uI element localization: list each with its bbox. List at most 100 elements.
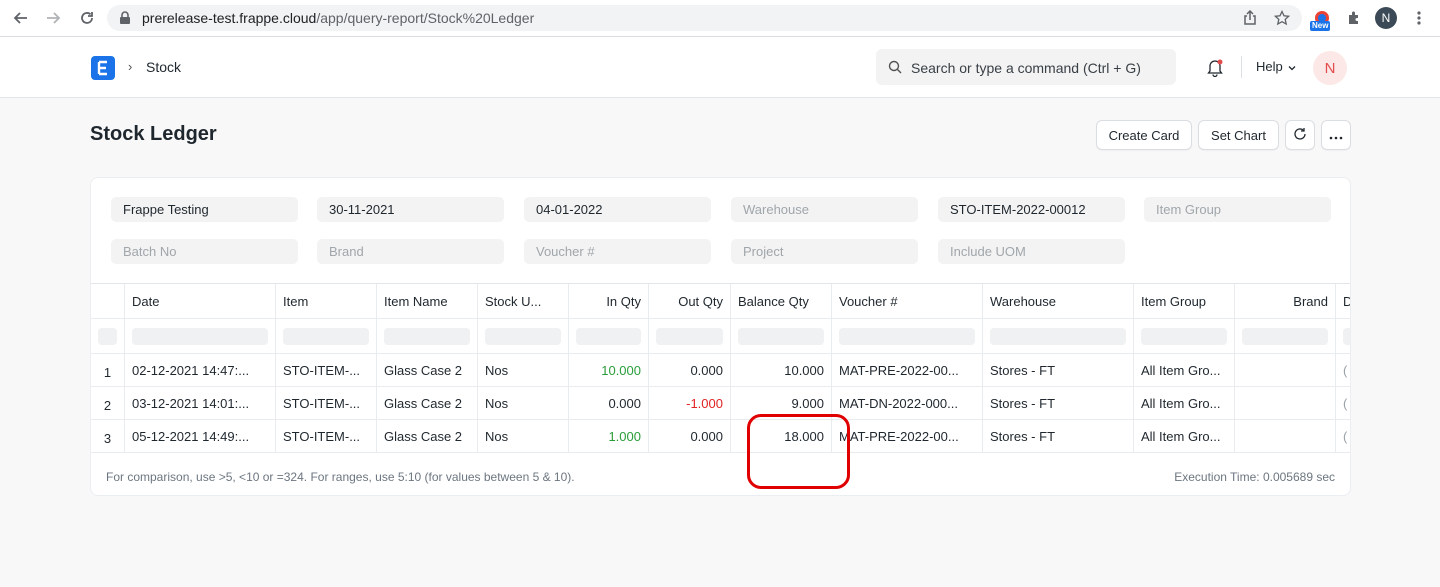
cell-date[interactable]: 02-12-2021 14:47:... — [125, 354, 276, 386]
filter-project[interactable]: Project — [731, 239, 918, 264]
filter-include-uom[interactable]: Include UOM — [938, 239, 1125, 264]
cell-warehouse[interactable]: Stores - FT — [983, 354, 1134, 386]
cell-voucher[interactable]: MAT-PRE-2022-00... — [832, 420, 983, 452]
cell-voucher[interactable]: MAT-PRE-2022-00... — [832, 354, 983, 386]
cell-item[interactable]: STO-ITEM-... — [276, 420, 377, 452]
cell-warehouse[interactable]: Stores - FT — [983, 420, 1134, 452]
address-bar[interactable]: prerelease-test.frappe.cloud/app/query-r… — [107, 5, 1302, 31]
kebab-menu-icon[interactable] — [1409, 8, 1429, 28]
cell-balance-qty[interactable]: 10.000 — [731, 354, 832, 386]
column-filter-input[interactable] — [990, 327, 1126, 345]
column-header[interactable]: D — [1336, 284, 1350, 318]
cell-stock-uom[interactable]: Nos — [478, 420, 569, 452]
reload-icon[interactable] — [77, 8, 97, 28]
cell-item[interactable]: STO-ITEM-... — [276, 354, 377, 386]
filter-to-date[interactable]: 04-01-2022 — [524, 197, 711, 222]
filter-value: 04-01-2022 — [536, 202, 603, 217]
column-filter-input[interactable] — [738, 327, 824, 345]
filter-item[interactable]: STO-ITEM-2022-00012 — [938, 197, 1125, 222]
cell-voucher[interactable]: MAT-DN-2022-000... — [832, 387, 983, 419]
cell-in-qty[interactable]: 0.000 — [569, 387, 649, 419]
cell-item-group[interactable]: All Item Gro... — [1134, 420, 1235, 452]
cell-out-qty[interactable]: -1.000 — [649, 387, 731, 419]
user-avatar[interactable]: N — [1313, 51, 1347, 85]
cell-out-qty[interactable]: 0.000 — [649, 354, 731, 386]
column-header[interactable]: Voucher # — [832, 284, 983, 318]
filter-voucher-no[interactable]: Voucher # — [524, 239, 711, 264]
app-logo-icon[interactable] — [91, 56, 115, 80]
filter-batch-no[interactable]: Batch No — [111, 239, 298, 264]
column-filter-input[interactable] — [384, 327, 470, 345]
help-dropdown[interactable]: Help — [1256, 59, 1283, 74]
column-filter-input[interactable] — [98, 327, 117, 345]
cell-item-name[interactable]: Glass Case 2 — [377, 387, 478, 419]
cell-item-name[interactable]: Glass Case 2 — [377, 354, 478, 386]
cell-balance-qty[interactable]: 9.000 — [731, 387, 832, 419]
cell-brand[interactable] — [1235, 354, 1336, 386]
filter-item-group[interactable]: Item Group — [1144, 197, 1331, 222]
browser-profile-avatar[interactable]: N — [1375, 7, 1397, 29]
column-header[interactable]: Item — [276, 284, 377, 318]
cell-balance-qty[interactable]: 18.000 — [731, 420, 832, 452]
bookmark-star-icon[interactable] — [1272, 8, 1292, 28]
cell-warehouse[interactable]: Stores - FT — [983, 387, 1134, 419]
column-filter-input[interactable] — [485, 327, 561, 345]
filter-warehouse[interactable]: Warehouse — [731, 197, 918, 222]
cell-item-group[interactable]: All Item Gro... — [1134, 354, 1235, 386]
column-filter-input[interactable] — [1141, 327, 1227, 345]
share-icon[interactable] — [1240, 8, 1260, 28]
column-header[interactable]: Item Name — [377, 284, 478, 318]
set-chart-button[interactable]: Set Chart — [1198, 120, 1279, 150]
filter-placeholder: Item Group — [1156, 202, 1222, 217]
filter-from-date[interactable]: 30-11-2021 — [317, 197, 504, 222]
column-filter-input[interactable] — [1242, 327, 1328, 345]
column-header[interactable]: In Qty — [569, 284, 649, 318]
cell-brand[interactable] — [1235, 387, 1336, 419]
search-icon — [888, 60, 902, 77]
refresh-button[interactable] — [1285, 120, 1315, 150]
cell-date[interactable]: 05-12-2021 14:49:... — [125, 420, 276, 452]
filter-company[interactable]: Frappe Testing — [111, 197, 298, 222]
cell-in-qty[interactable]: 10.000 — [569, 354, 649, 386]
cell-truncated[interactable]: ( — [1336, 354, 1350, 386]
cell-truncated[interactable]: ( — [1336, 420, 1350, 452]
cell-in-qty[interactable]: 1.000 — [569, 420, 649, 452]
cell-brand[interactable] — [1235, 420, 1336, 452]
table-row[interactable]: 3 05-12-2021 14:49:... STO-ITEM-... Glas… — [91, 420, 1350, 453]
create-card-button[interactable]: Create Card — [1096, 120, 1192, 150]
cell-stock-uom[interactable]: Nos — [478, 387, 569, 419]
cell-out-qty[interactable]: 0.000 — [649, 420, 731, 452]
column-header[interactable]: Balance Qty — [731, 284, 832, 318]
more-actions-button[interactable] — [1321, 120, 1351, 150]
column-filter-input[interactable] — [839, 327, 975, 345]
awesomebar-search[interactable]: Search or type a command (Ctrl + G) — [876, 49, 1176, 85]
column-filter-input[interactable] — [283, 327, 369, 345]
breadcrumb-stock[interactable]: Stock — [146, 59, 182, 75]
table-row[interactable]: 2 03-12-2021 14:01:... STO-ITEM-... Glas… — [91, 387, 1350, 420]
column-header[interactable]: Warehouse — [983, 284, 1134, 318]
cell-item[interactable]: STO-ITEM-... — [276, 387, 377, 419]
filter-brand[interactable]: Brand — [317, 239, 504, 264]
column-filter-input[interactable] — [576, 327, 641, 345]
column-filter-input[interactable] — [1343, 327, 1350, 345]
column-header[interactable]: Brand — [1235, 284, 1336, 318]
filter-placeholder: Project — [743, 244, 784, 259]
chevron-down-icon[interactable] — [1287, 61, 1297, 76]
notification-bell-icon[interactable] — [1206, 57, 1224, 80]
puzzle-icon[interactable] — [1344, 8, 1364, 28]
cell-truncated[interactable]: ( — [1336, 387, 1350, 419]
table-row[interactable]: 1 02-12-2021 14:47:... STO-ITEM-... Glas… — [91, 354, 1350, 387]
filter-placeholder: Include UOM — [950, 244, 1026, 259]
cell-date[interactable]: 03-12-2021 14:01:... — [125, 387, 276, 419]
column-header[interactable]: Item Group — [1134, 284, 1235, 318]
column-header[interactable]: Stock U... — [478, 284, 569, 318]
cell-stock-uom[interactable]: Nos — [478, 354, 569, 386]
cell-item-name[interactable]: Glass Case 2 — [377, 420, 478, 452]
column-filter-input[interactable] — [656, 327, 723, 345]
column-filter-input[interactable] — [132, 327, 268, 345]
column-header[interactable]: Date — [125, 284, 276, 318]
forward-icon[interactable] — [43, 8, 63, 28]
column-header[interactable]: Out Qty — [649, 284, 731, 318]
cell-item-group[interactable]: All Item Gro... — [1134, 387, 1235, 419]
back-icon[interactable] — [11, 8, 31, 28]
